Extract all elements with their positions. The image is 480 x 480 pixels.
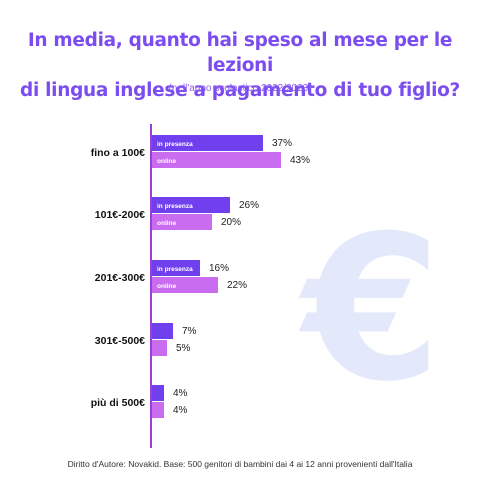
bar-online bbox=[152, 277, 218, 293]
bar-value-label: 43% bbox=[290, 155, 310, 166]
bar-in-presenza bbox=[152, 385, 164, 401]
category-label: 101€-200€ bbox=[95, 209, 145, 221]
bar-series-label: online bbox=[157, 283, 177, 290]
category-label: più di 500€ bbox=[91, 397, 145, 409]
bar-online bbox=[152, 152, 281, 168]
source-footnote: Diritto d'Autore: Novakid. Base: 500 gen… bbox=[67, 459, 413, 469]
category-label: 301€-500€ bbox=[95, 335, 145, 347]
chart-title-line-1: In media, quanto hai speso al mese per l… bbox=[27, 30, 453, 76]
bar-in-presenza bbox=[152, 135, 263, 151]
bar-online bbox=[152, 402, 164, 418]
bar-series-label: in presenza bbox=[157, 203, 193, 210]
bar-value-label: 37% bbox=[272, 138, 292, 149]
bar-online bbox=[152, 340, 167, 356]
bar-value-label: 7% bbox=[182, 326, 197, 337]
bar-value-label: 22% bbox=[227, 280, 247, 291]
bar-value-label: 16% bbox=[209, 263, 229, 274]
bar-value-label: 26% bbox=[239, 200, 259, 211]
chart-subtitle: (nell'anno scolastico 2022/2023) bbox=[168, 83, 312, 94]
bar-value-label: 4% bbox=[173, 405, 188, 416]
category-label: 201€-300€ bbox=[95, 272, 145, 284]
bar-in-presenza bbox=[152, 197, 230, 213]
euro-sign-icon: € bbox=[298, 193, 441, 426]
bar-value-label: 20% bbox=[221, 217, 241, 228]
bar-series-label: in presenza bbox=[157, 141, 193, 148]
bar-series-label: in presenza bbox=[157, 266, 193, 273]
bar-series-label: online bbox=[157, 220, 177, 227]
chart-title-line-2: di lingua inglese a pagamento di tuo fig… bbox=[20, 80, 460, 101]
bar-series-label: online bbox=[157, 158, 177, 165]
bar-in-presenza bbox=[152, 260, 200, 276]
category-label: fino a 100€ bbox=[91, 147, 145, 159]
bar-online bbox=[152, 214, 212, 230]
bar-value-label: 4% bbox=[173, 388, 188, 399]
bar-value-label: 5% bbox=[176, 343, 191, 354]
chart-title: In media, quanto hai speso al mese per l… bbox=[0, 28, 480, 103]
bar-in-presenza bbox=[152, 323, 173, 339]
